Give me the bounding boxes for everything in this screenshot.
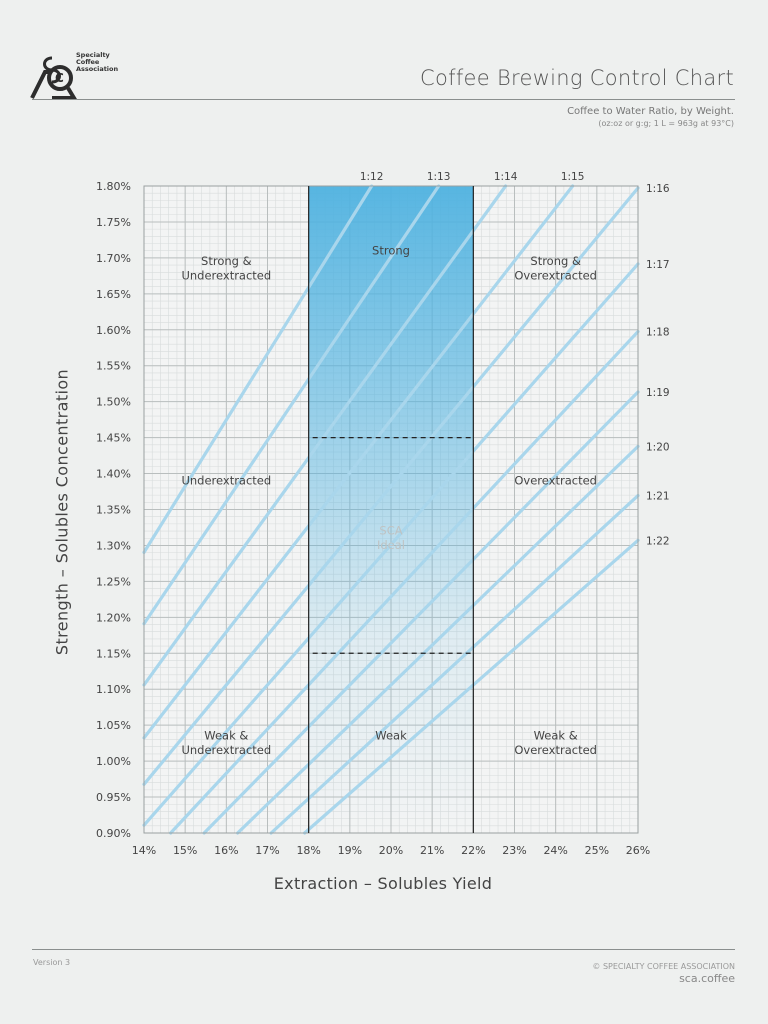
x-tick-label: 25% [585,844,609,857]
region-label: Strong & Overextracted [514,254,597,282]
x-tick-label: 14% [132,844,156,857]
y-tick-label: 1.80% [96,180,131,193]
ratio-line-1-17 [142,262,640,827]
x-tick-label: 15% [173,844,197,857]
y-tick-label: 1.05% [96,719,131,732]
ideal-extraction-band [308,186,474,833]
y-tick-label: 0.90% [96,827,131,840]
x-tick-label: 20% [379,844,403,857]
x-axis-label: Extraction – Solubles Yield [273,874,493,893]
ratio-line-1-12 [142,184,374,554]
y-tick-label: 1.00% [96,755,131,768]
ratio-label-right: 1:19 [646,387,670,399]
region-label: Weak & Overextracted [514,729,597,758]
x-tick-label: 26% [626,844,650,857]
chart-subtitle: Coffee to Water Ratio, by Weight. [567,106,734,117]
logo-line-2: Coffee [76,58,100,66]
ratio-lines [142,184,640,835]
ideal-band-fill [308,186,474,833]
region-label: Weak & Underextracted [181,729,271,758]
chart-subnote: (oz:oz or g:g; 1 L = 963g at 93°C) [598,119,734,128]
header-divider [32,99,735,100]
ratio-label-right: 1:22 [646,535,670,547]
y-tick-label: 1.70% [96,252,131,265]
y-tick-label: 1.50% [96,396,131,409]
sca-logo-mark: C [30,56,78,100]
website-link[interactable]: sca.coffee [679,972,735,985]
footer-divider [32,949,735,950]
logo-line-1: Specialty [76,51,110,59]
copyright-notice: © SPECIALTY COFFEE ASSOCIATION [592,962,735,971]
ratio-line-1-14 [142,184,508,687]
y-tick-labels: 0.90% 0.95% 1.00% 1.05% 1.10% 1.15% 1.20% 1.25%… [96,180,131,840]
x-tick-label: 23% [502,844,526,857]
ratio-labels: 1:12 1:13 1:14 1:15 1:16 1:17 1:18 1:19 1:20 1:21… [360,171,670,547]
x-tick-label: 21% [420,844,444,857]
version-label: Version 3 [33,958,71,967]
region-label: Overextracted [514,473,597,487]
region-label: Strong & Underextracted [181,254,271,282]
ratio-line-1-20 [236,444,640,835]
region-label: Underextracted [181,473,271,487]
ratio-label-top: 1:12 [360,171,384,183]
x-tick-label: 24% [543,844,567,857]
y-tick-label: 0.95% [96,791,131,804]
plot-border [143,185,639,834]
y-tick-label: 1.55% [96,360,131,373]
x-tick-labels: 14% 15% 16% 17% 18% 19% 20% 21% 22% 23% 24% 25% 26% [132,844,650,857]
y-axis-label: Strength – Solubles Concentration [52,368,72,656]
region-label: SCA Ideal [377,524,405,553]
logo-line-3: Association [76,65,119,73]
ratio-label-top: 1:13 [427,171,451,183]
ratio-label-right: 1:21 [646,491,670,503]
x-tick-label: 18% [296,844,320,857]
ratio-line-1-19 [202,390,640,835]
y-tick-label: 1.35% [96,504,131,517]
ratio-line-1-16 [142,186,640,786]
y-tick-label: 1.65% [96,288,131,301]
brewing-control-chart: 0.90% 0.95% 1.00% 1.05% 1.10% 1.15% 1.20% 1.25%… [96,171,670,857]
x-tick-label: 17% [255,844,279,857]
ratio-label-right: 1:17 [646,259,670,271]
ratio-line-1-13 [142,184,441,626]
ratio-line-1-22 [303,538,640,835]
x-tick-label: 16% [214,844,238,857]
y-tick-label: 1.60% [96,324,131,337]
x-tick-label: 19% [338,844,362,857]
y-tick-label: 1.45% [96,432,131,445]
region-label: Strong [372,243,410,257]
x-tick-label: 22% [461,844,485,857]
ratio-label-right: 1:18 [646,327,670,339]
ratio-line-1-15 [142,184,575,740]
y-tick-label: 1.15% [96,647,131,660]
y-tick-label: 1.40% [96,468,131,481]
region-labels: Strong & Underextracted Strong Strong & Over… [181,243,596,757]
ratio-label-right: 1:16 [646,183,670,195]
ratio-line-1-21 [269,494,640,835]
chart-frame [143,185,639,834]
page-title: Coffee Brewing Control Chart [420,66,734,90]
y-tick-label: 1.20% [96,611,131,624]
y-tick-label: 1.25% [96,575,131,588]
sca-logo: C [28,36,128,100]
y-tick-label: 1.30% [96,539,131,552]
ratio-line-1-18 [169,329,640,835]
y-tick-label: 1.75% [96,216,131,229]
y-tick-label: 1.10% [96,683,131,696]
ratio-label-top: 1:14 [494,171,518,183]
ratio-label-top: 1:15 [561,171,585,183]
logo-wordmark: Specialty Coffee Association [76,52,118,73]
region-label: Weak [375,729,407,743]
ratio-label-right: 1:20 [646,441,670,453]
svg-text:C: C [55,71,64,85]
